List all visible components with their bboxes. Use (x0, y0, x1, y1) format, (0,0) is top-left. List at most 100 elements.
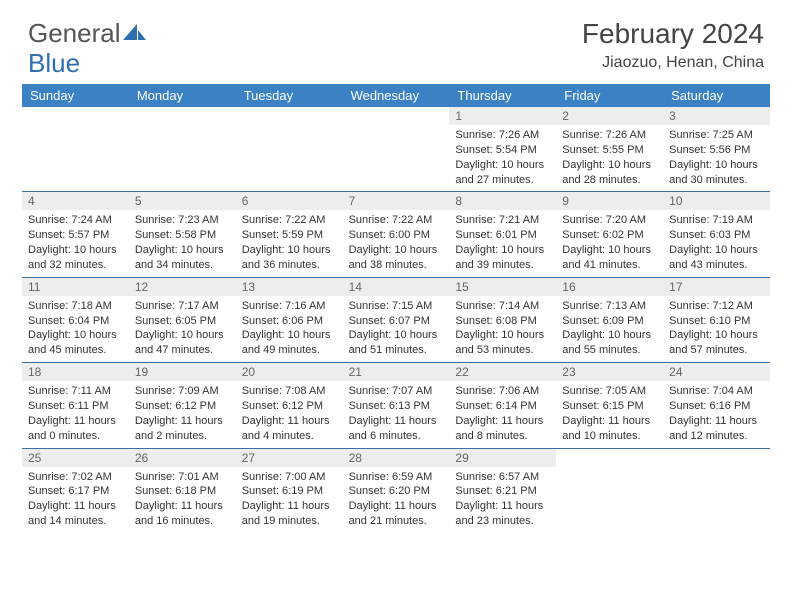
daylight-text: Daylight: 11 hours and 8 minutes. (455, 414, 550, 444)
day-body: Sunrise: 7:12 AMSunset: 6:10 PMDaylight:… (663, 296, 770, 362)
sunrise-text: Sunrise: 7:18 AM (28, 299, 123, 314)
day-number: 14 (343, 278, 450, 296)
day-cell: 15Sunrise: 7:14 AMSunset: 6:08 PMDayligh… (449, 277, 556, 362)
day-body: Sunrise: 7:11 AMSunset: 6:11 PMDaylight:… (22, 381, 129, 447)
day-cell (129, 107, 236, 191)
day-number: 24 (663, 363, 770, 381)
day-body: Sunrise: 7:25 AMSunset: 5:56 PMDaylight:… (663, 125, 770, 191)
day-cell: 13Sunrise: 7:16 AMSunset: 6:06 PMDayligh… (236, 277, 343, 362)
daylight-text: Daylight: 11 hours and 16 minutes. (135, 499, 230, 529)
week-row: 18Sunrise: 7:11 AMSunset: 6:11 PMDayligh… (22, 362, 770, 447)
sunset-text: Sunset: 5:54 PM (455, 143, 550, 158)
sunset-text: Sunset: 6:15 PM (562, 399, 657, 414)
dayname-sunday: Sunday (22, 84, 129, 107)
day-number: 18 (22, 363, 129, 381)
day-cell: 22Sunrise: 7:06 AMSunset: 6:14 PMDayligh… (449, 362, 556, 447)
sunset-text: Sunset: 6:05 PM (135, 314, 230, 329)
sunset-text: Sunset: 6:07 PM (349, 314, 444, 329)
day-number: 4 (22, 192, 129, 210)
day-body: Sunrise: 7:26 AMSunset: 5:55 PMDaylight:… (556, 125, 663, 191)
day-body: Sunrise: 7:05 AMSunset: 6:15 PMDaylight:… (556, 381, 663, 447)
sunset-text: Sunset: 6:21 PM (455, 484, 550, 499)
sunrise-text: Sunrise: 7:09 AM (135, 384, 230, 399)
day-number: 9 (556, 192, 663, 210)
sunrise-text: Sunrise: 7:14 AM (455, 299, 550, 314)
sunset-text: Sunset: 6:19 PM (242, 484, 337, 499)
day-cell: 24Sunrise: 7:04 AMSunset: 6:16 PMDayligh… (663, 362, 770, 447)
sunset-text: Sunset: 6:01 PM (455, 228, 550, 243)
day-number: 27 (236, 449, 343, 467)
sunrise-text: Sunrise: 7:07 AM (349, 384, 444, 399)
sunset-text: Sunset: 6:12 PM (135, 399, 230, 414)
day-body: Sunrise: 7:20 AMSunset: 6:02 PMDaylight:… (556, 210, 663, 276)
daylight-text: Daylight: 10 hours and 55 minutes. (562, 328, 657, 358)
daylight-text: Daylight: 10 hours and 43 minutes. (669, 243, 764, 273)
calendar: SundayMondayTuesdayWednesdayThursdayFrid… (22, 84, 770, 533)
sunset-text: Sunset: 6:09 PM (562, 314, 657, 329)
daylight-text: Daylight: 10 hours and 34 minutes. (135, 243, 230, 273)
daylight-text: Daylight: 10 hours and 57 minutes. (669, 328, 764, 358)
day-number: 3 (663, 107, 770, 125)
day-cell: 4Sunrise: 7:24 AMSunset: 5:57 PMDaylight… (22, 191, 129, 276)
sunrise-text: Sunrise: 7:12 AM (669, 299, 764, 314)
day-number: 7 (343, 192, 450, 210)
day-body: Sunrise: 7:23 AMSunset: 5:58 PMDaylight:… (129, 210, 236, 276)
day-body: Sunrise: 6:59 AMSunset: 6:20 PMDaylight:… (343, 467, 450, 533)
day-cell: 1Sunrise: 7:26 AMSunset: 5:54 PMDaylight… (449, 107, 556, 191)
day-cell: 6Sunrise: 7:22 AMSunset: 5:59 PMDaylight… (236, 191, 343, 276)
daylight-text: Daylight: 11 hours and 14 minutes. (28, 499, 123, 529)
sunrise-text: Sunrise: 7:25 AM (669, 128, 764, 143)
day-cell: 21Sunrise: 7:07 AMSunset: 6:13 PMDayligh… (343, 362, 450, 447)
day-cell: 11Sunrise: 7:18 AMSunset: 6:04 PMDayligh… (22, 277, 129, 362)
day-body: Sunrise: 7:18 AMSunset: 6:04 PMDaylight:… (22, 296, 129, 362)
day-cell: 18Sunrise: 7:11 AMSunset: 6:11 PMDayligh… (22, 362, 129, 447)
sunset-text: Sunset: 6:00 PM (349, 228, 444, 243)
dayname-friday: Friday (556, 84, 663, 107)
sunrise-text: Sunrise: 7:17 AM (135, 299, 230, 314)
day-number: 25 (22, 449, 129, 467)
day-number: 8 (449, 192, 556, 210)
daylight-text: Daylight: 10 hours and 30 minutes. (669, 158, 764, 188)
daylight-text: Daylight: 10 hours and 28 minutes. (562, 158, 657, 188)
dayname-monday: Monday (129, 84, 236, 107)
day-body: Sunrise: 7:26 AMSunset: 5:54 PMDaylight:… (449, 125, 556, 191)
sunset-text: Sunset: 6:16 PM (669, 399, 764, 414)
day-body: Sunrise: 7:09 AMSunset: 6:12 PMDaylight:… (129, 381, 236, 447)
sunrise-text: Sunrise: 7:26 AM (455, 128, 550, 143)
sunrise-text: Sunrise: 7:16 AM (242, 299, 337, 314)
day-cell: 28Sunrise: 6:59 AMSunset: 6:20 PMDayligh… (343, 448, 450, 533)
day-body: Sunrise: 7:04 AMSunset: 6:16 PMDaylight:… (663, 381, 770, 447)
daylight-text: Daylight: 10 hours and 53 minutes. (455, 328, 550, 358)
daylight-text: Daylight: 10 hours and 41 minutes. (562, 243, 657, 273)
day-cell (663, 448, 770, 533)
day-body: Sunrise: 7:17 AMSunset: 6:05 PMDaylight:… (129, 296, 236, 362)
day-number: 23 (556, 363, 663, 381)
day-number: 28 (343, 449, 450, 467)
month-title: February 2024 (582, 18, 764, 50)
dayname-thursday: Thursday (449, 84, 556, 107)
day-number: 22 (449, 363, 556, 381)
daylight-text: Daylight: 11 hours and 10 minutes. (562, 414, 657, 444)
day-body: Sunrise: 7:08 AMSunset: 6:12 PMDaylight:… (236, 381, 343, 447)
day-number: 20 (236, 363, 343, 381)
sunset-text: Sunset: 5:56 PM (669, 143, 764, 158)
sunrise-text: Sunrise: 7:22 AM (349, 213, 444, 228)
sunrise-text: Sunrise: 7:21 AM (455, 213, 550, 228)
day-cell: 2Sunrise: 7:26 AMSunset: 5:55 PMDaylight… (556, 107, 663, 191)
title-block: February 2024 Jiaozuo, Henan, China (582, 18, 764, 72)
day-cell: 14Sunrise: 7:15 AMSunset: 6:07 PMDayligh… (343, 277, 450, 362)
daylight-text: Daylight: 10 hours and 49 minutes. (242, 328, 337, 358)
week-row: 1Sunrise: 7:26 AMSunset: 5:54 PMDaylight… (22, 107, 770, 191)
location: Jiaozuo, Henan, China (582, 54, 764, 72)
day-number: 12 (129, 278, 236, 296)
sunset-text: Sunset: 5:59 PM (242, 228, 337, 243)
day-cell: 8Sunrise: 7:21 AMSunset: 6:01 PMDaylight… (449, 191, 556, 276)
daylight-text: Daylight: 10 hours and 27 minutes. (455, 158, 550, 188)
logo: General (28, 18, 147, 49)
sunset-text: Sunset: 6:18 PM (135, 484, 230, 499)
day-cell (556, 448, 663, 533)
daylight-text: Daylight: 10 hours and 38 minutes. (349, 243, 444, 273)
sunrise-text: Sunrise: 7:00 AM (242, 470, 337, 485)
daylight-text: Daylight: 10 hours and 51 minutes. (349, 328, 444, 358)
daylight-text: Daylight: 11 hours and 0 minutes. (28, 414, 123, 444)
